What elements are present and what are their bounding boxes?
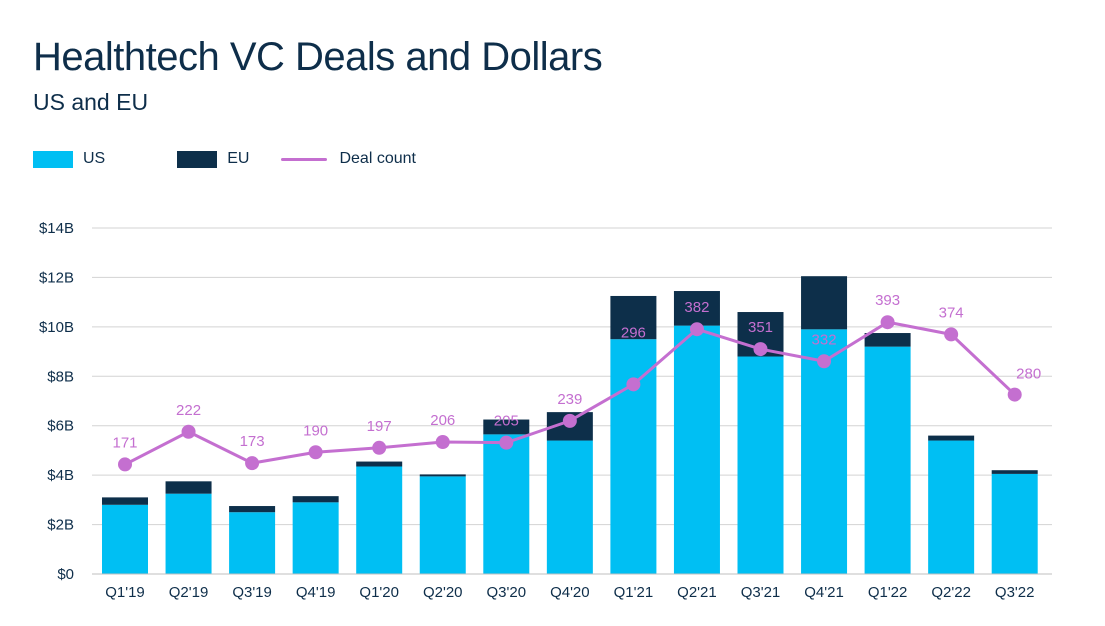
x-tick-label: Q2'21 [677,584,717,601]
x-tick-label: Q1'21 [614,584,654,601]
x-tick-label: Q3'20 [487,584,527,601]
x-tick-label: Q4'20 [550,584,590,601]
bar-eu [991,470,1038,474]
bar-eu [102,497,148,505]
y-tick-label: $12B [39,269,74,286]
y-tick-label: $8B [47,368,74,385]
deal-count-point [817,354,832,369]
x-tick-label: Q2'22 [931,584,971,601]
x-tick-label: Q4'21 [804,584,844,601]
y-tick-label: $2B [47,517,74,534]
deal-count-point [245,456,260,471]
deal-count-label: 296 [621,324,646,341]
legend-item-deal-count: Deal count [281,150,416,168]
deal-count-label: 332 [812,331,837,348]
x-tick-label: Q3'19 [232,584,272,601]
y-tick-label: $14B [39,220,74,237]
y-tick-label: $6B [47,418,74,435]
legend-swatch-deal-count [281,157,328,161]
deal-count-point [880,315,895,330]
bar-eu [419,474,466,477]
y-tick-label: $0 [57,566,74,583]
bar-us [292,502,339,574]
legend-label-us: US [83,150,106,167]
bar-us [102,504,148,574]
legend-swatch-eu [177,150,218,168]
legend-swatch-us [33,150,73,168]
deal-count-label: 239 [557,391,582,408]
legend-label-eu: EU [227,150,250,167]
deal-count-point [1007,387,1022,402]
bar-us [229,512,276,574]
deal-count-label: 171 [112,434,137,451]
bar-us [737,356,784,574]
bar-us [419,476,466,574]
deal-count-point [181,424,196,439]
deal-count-point [753,342,768,357]
deal-count-label: 280 [1016,366,1041,383]
bar-eu [165,481,212,494]
bar-eu [483,419,530,435]
bar-eu [801,276,848,330]
deal-count-label: 393 [875,292,900,309]
deal-count-point [435,435,450,450]
bar-us [356,466,403,574]
x-tick-label: Q4'19 [296,584,336,601]
deal-count-label: 205 [494,413,519,430]
bar-eu [292,496,339,503]
deal-count-point [562,413,577,428]
bar-us [864,346,911,574]
bar-us [546,440,593,574]
bar-eu [864,333,911,347]
deal-count-label: 206 [430,412,455,429]
deal-count-point [689,322,704,337]
x-tick-label: Q1'20 [359,584,399,601]
deal-count-point [118,457,132,472]
deal-count-label: 222 [176,402,201,419]
bar-eu [610,295,657,340]
legend-item-us: US [33,150,105,168]
legend-item-eu: EU [177,150,249,168]
deal-count-label: 190 [303,422,328,439]
x-tick-label: Q1'22 [868,584,908,601]
deal-count-point [944,327,959,342]
deal-count-point [626,377,641,392]
chart-subtitle: US and EU [33,89,149,115]
x-tick-label: Q1'19 [105,584,145,601]
chart-legend: US EU Deal count [33,147,444,171]
x-tick-label: Q2'19 [169,584,209,601]
deal-count-point [499,435,514,450]
deal-count-label: 351 [748,319,773,336]
bar-eu [673,291,720,326]
bar-us [483,434,530,574]
bar-eu [356,461,403,467]
deal-count-label: 382 [684,299,709,316]
legend-label-deal-count: Deal count [339,150,416,167]
bar-eu [928,435,975,441]
bar-us [801,329,848,574]
bar-eu [229,506,276,513]
y-tick-label: $4B [47,467,74,484]
bar-us [673,325,720,574]
bar-us [928,440,975,574]
deal-count-label: 197 [367,418,392,435]
deal-count-point [372,440,387,455]
bar-us [991,473,1038,574]
deal-count-label: 374 [939,304,964,321]
deal-count-point [308,445,323,460]
y-tick-label: $10B [39,319,74,336]
x-tick-label: Q2'20 [423,584,463,601]
x-tick-label: Q3'21 [741,584,781,601]
bar-us [610,339,657,574]
deal-count-label: 173 [240,433,265,450]
x-tick-label: Q3'22 [995,584,1035,601]
bar-us [165,493,212,574]
chart-title: Healthtech VC Deals and Dollars [33,35,603,79]
